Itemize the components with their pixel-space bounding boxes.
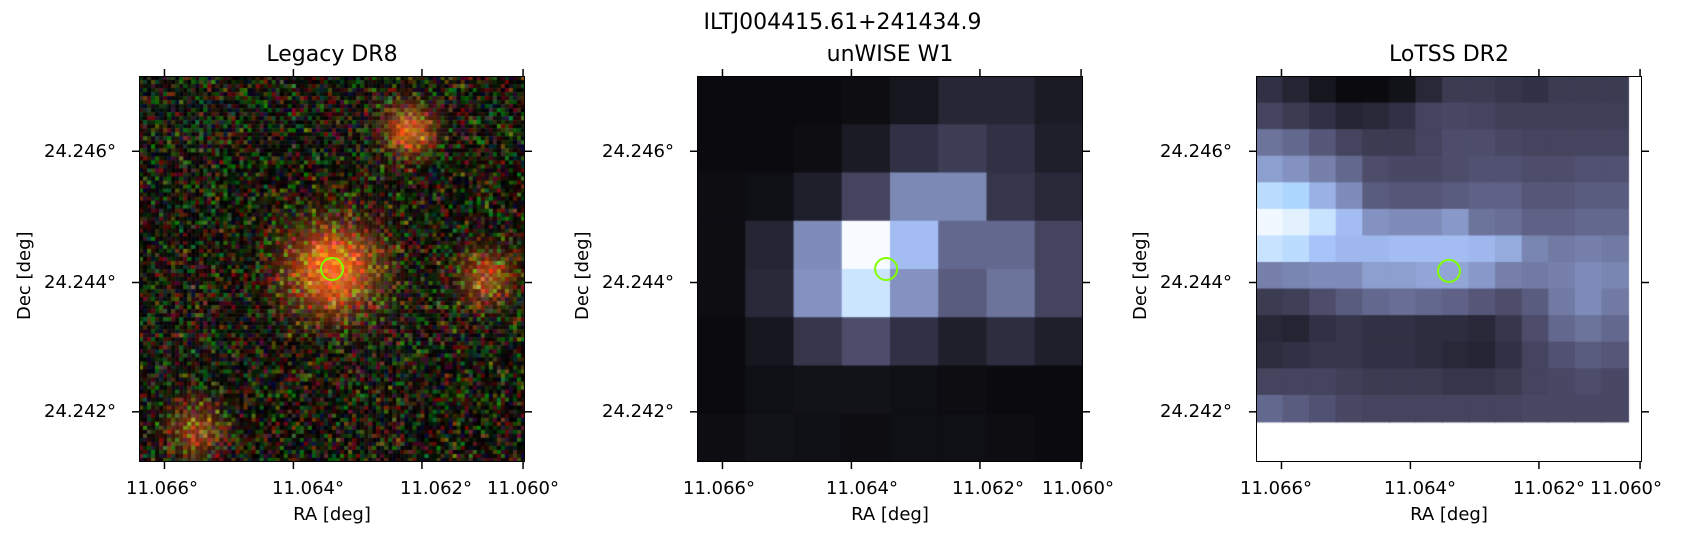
x-axis-label: RA [deg] (293, 504, 371, 525)
x-tick-label: 11.064° (272, 478, 344, 499)
panel-frame (1256, 76, 1642, 462)
y-tick-label: 24.246° (1160, 141, 1232, 162)
y-tick-label: 24.244° (602, 272, 674, 293)
figure-title: ILTJ004415.61+241434.9 (703, 10, 982, 35)
y-tick-label: 24.244° (44, 272, 116, 293)
x-tick-label: 11.064° (1384, 478, 1456, 499)
x-tick-label: 11.066° (1240, 478, 1312, 499)
y-tick-label: 24.246° (602, 141, 674, 162)
x-tick-label: 11.066° (683, 478, 755, 499)
y-axis-label: Dec [deg] (14, 231, 35, 320)
y-tick-label: 24.242° (602, 401, 674, 422)
x-tick-label: 11.060° (487, 478, 559, 499)
x-tick-label: 11.062° (952, 478, 1024, 499)
y-axis-label: Dec [deg] (1130, 231, 1151, 320)
x-tick-label: 11.060° (1042, 478, 1114, 499)
x-axis-label: RA [deg] (851, 504, 929, 525)
y-tick-label: 24.244° (1160, 272, 1232, 293)
x-tick-label: 11.066° (126, 478, 198, 499)
panel-title-lotss: LoTSS DR2 (1389, 42, 1509, 67)
x-axis-label: RA [deg] (1410, 504, 1488, 525)
y-tick-label: 24.242° (44, 401, 116, 422)
panel-title-unwise: unWISE W1 (826, 42, 954, 67)
x-tick-label: 11.062° (400, 478, 472, 499)
x-tick-label: 11.060° (1590, 478, 1662, 499)
x-tick-label: 11.064° (826, 478, 898, 499)
y-tick-label: 24.242° (1160, 401, 1232, 422)
panel-frame (139, 76, 525, 462)
x-tick-label: 11.062° (1513, 478, 1585, 499)
y-axis-label: Dec [deg] (572, 231, 593, 320)
panel-frame (697, 76, 1083, 462)
y-tick-label: 24.246° (44, 141, 116, 162)
panel-title-legacy: Legacy DR8 (266, 42, 398, 67)
